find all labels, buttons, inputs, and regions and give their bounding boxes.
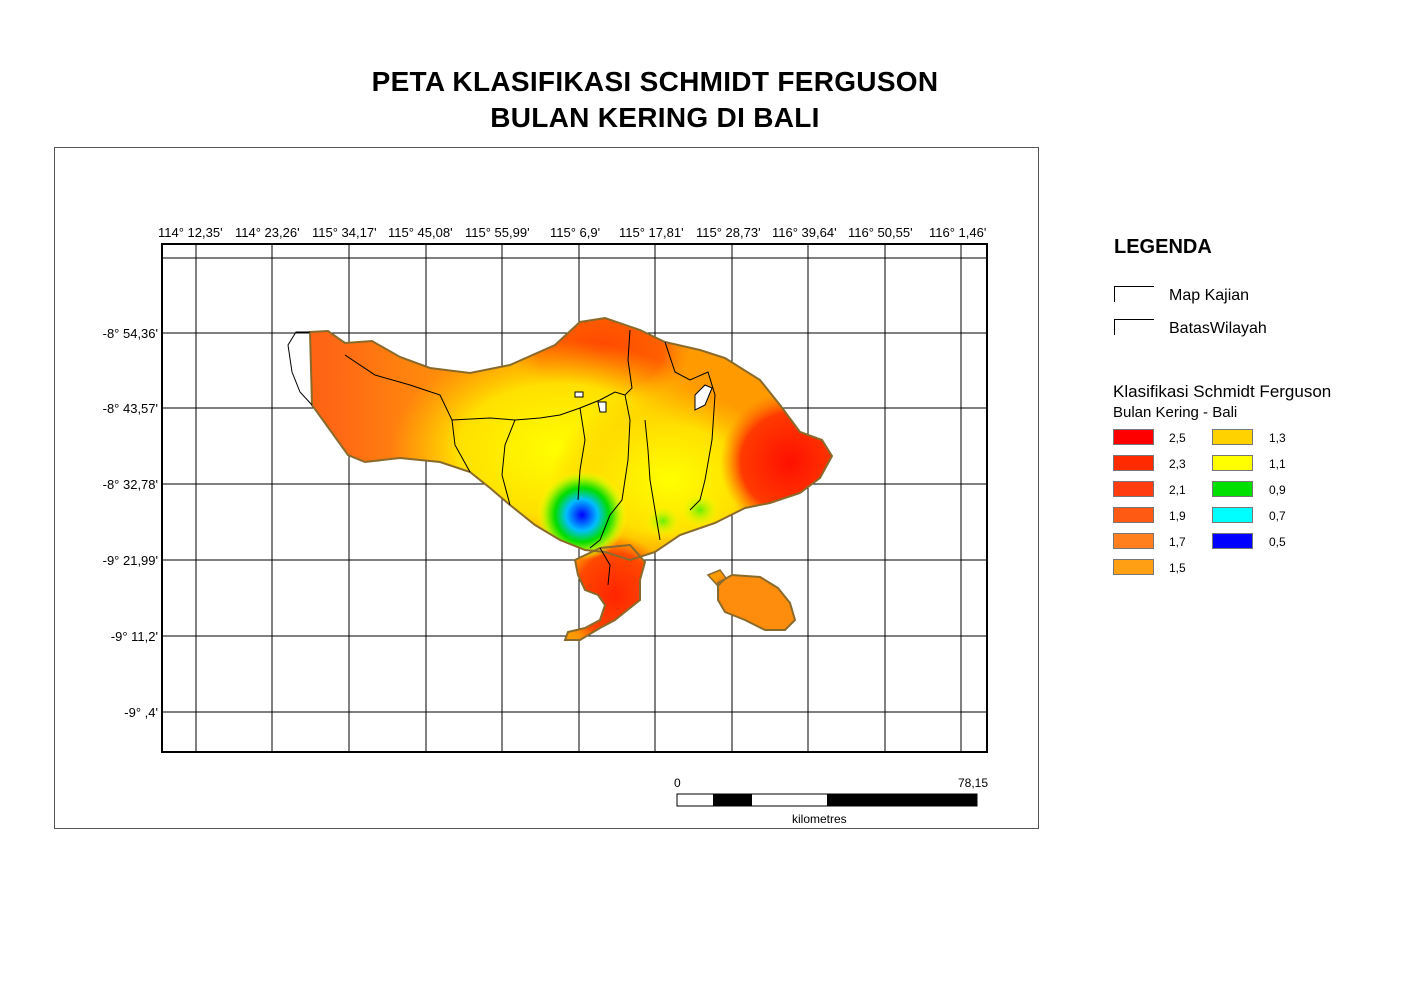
class-label: 2,3 xyxy=(1169,457,1186,471)
class-swatch xyxy=(1212,533,1253,549)
map-frame xyxy=(54,147,1039,829)
bali-boundaries xyxy=(287,316,834,641)
class-swatch xyxy=(1113,429,1154,445)
class-label: 2,1 xyxy=(1169,483,1186,497)
longitude-label: 114° 23,26' xyxy=(235,225,300,240)
class-swatch xyxy=(1212,429,1253,445)
longitude-label: 115° 6,9' xyxy=(550,225,601,240)
batas-wilayah-symbol xyxy=(1114,319,1154,335)
longitude-label: 115° 28,73' xyxy=(696,225,761,240)
latitude-label: -9° 11,2' xyxy=(110,629,158,644)
class-label: 0,5 xyxy=(1269,535,1286,549)
bali-interpolation-surface xyxy=(310,318,832,640)
class-label: 1,1 xyxy=(1269,457,1286,471)
class-swatch xyxy=(1212,455,1253,471)
latitude-label: -9° ,4' xyxy=(124,705,158,720)
classification-subtitle: Bulan Kering - Bali xyxy=(1113,404,1238,421)
scale-start-label: 0 xyxy=(674,776,681,790)
longitude-label: 116° 50,55' xyxy=(848,225,913,240)
map-title-line1: PETA KLASIFIKASI SCHMIDT FERGUSON xyxy=(371,66,939,97)
class-swatch xyxy=(1212,481,1253,497)
longitude-label: 115° 55,99' xyxy=(465,225,530,240)
class-swatch xyxy=(1113,507,1154,523)
class-label: 0,7 xyxy=(1269,509,1286,523)
class-swatch xyxy=(1113,559,1154,575)
longitude-label: 114° 12,35' xyxy=(158,225,223,240)
longitude-label: 116° 39,64' xyxy=(772,225,837,240)
class-swatch xyxy=(1113,455,1154,471)
scale-unit-label: kilometres xyxy=(792,812,847,826)
class-label: 1,7 xyxy=(1169,535,1186,549)
map-neatline xyxy=(161,243,988,753)
longitude-label: 116° 1,46' xyxy=(929,225,987,240)
latitude-label: -9° 21,99' xyxy=(102,553,158,568)
longitude-label: 115° 34,17' xyxy=(312,225,377,240)
latitude-label: -8° 32,78' xyxy=(102,477,158,492)
class-label: 1,3 xyxy=(1269,431,1286,445)
class-swatch xyxy=(1212,507,1253,523)
class-swatch xyxy=(1113,481,1154,497)
graticule xyxy=(161,243,988,753)
class-label: 1,5 xyxy=(1169,561,1186,575)
scale-bar xyxy=(676,793,978,807)
class-label: 1,9 xyxy=(1169,509,1186,523)
map-kajian-label: Map Kajian xyxy=(1169,287,1250,304)
longitude-label: 115° 17,81' xyxy=(619,225,684,240)
latitude-label: -8° 43,57' xyxy=(102,401,158,416)
class-swatch xyxy=(1113,533,1154,549)
class-label: 0,9 xyxy=(1269,483,1286,497)
legend-title: LEGENDA xyxy=(1114,236,1212,258)
map-title-line2: BULAN KERING DI BALI xyxy=(490,102,820,133)
latitude-label: -8° 54,36' xyxy=(102,326,158,341)
map-kajian-symbol xyxy=(1114,286,1154,302)
scale-end-label: 78,15 xyxy=(958,776,989,790)
class-label: 2,5 xyxy=(1169,431,1186,445)
classification-title: Klasifikasi Schmidt Ferguson xyxy=(1113,382,1332,401)
longitude-label: 115° 45,08' xyxy=(388,225,453,240)
batas-wilayah-label: BatasWilayah xyxy=(1169,320,1267,337)
